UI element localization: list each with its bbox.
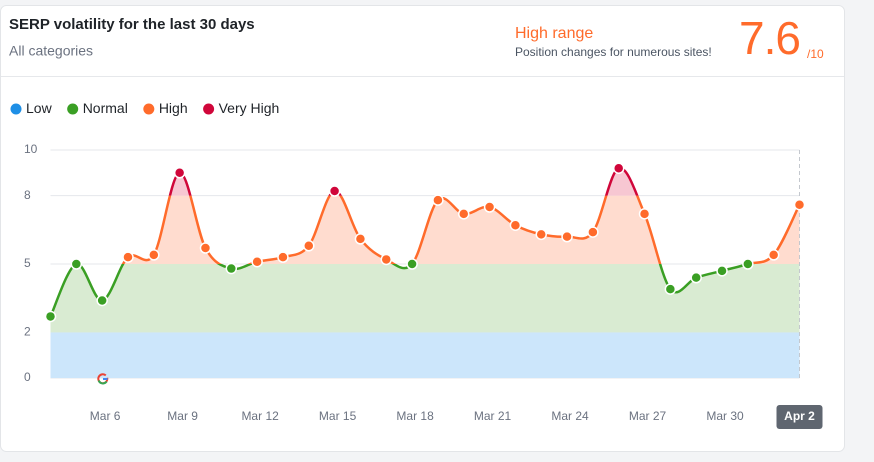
data-point — [535, 228, 547, 241]
data-point — [380, 253, 393, 266]
data-point — [96, 294, 108, 307]
legend-label: High — [159, 100, 188, 116]
x-tick-label: Mar 18 — [396, 409, 434, 423]
chart-title: SERP volatility for the last 30 days — [9, 16, 255, 33]
x-tick-label: Mar 9 — [167, 409, 198, 423]
x-tick-label: Mar 27 — [629, 409, 667, 423]
y-tick-label: 5 — [24, 256, 31, 270]
legend-marker — [203, 103, 215, 115]
legend-marker — [143, 103, 155, 115]
data-point — [277, 251, 289, 263]
data-point — [612, 162, 625, 174]
score-max: /10 — [807, 47, 824, 61]
card — [0, 5, 845, 452]
chart-subtitle: All categories — [9, 43, 93, 59]
volatility-line — [74, 195, 801, 265]
data-point — [561, 230, 573, 243]
data-point — [793, 198, 806, 211]
band-area — [50, 264, 800, 333]
data-point — [44, 310, 57, 323]
legend-label: Normal — [83, 100, 128, 116]
range-note: Position changes for numerous sites! — [515, 45, 712, 59]
data-point — [509, 219, 522, 231]
y-tick-label: 8 — [24, 188, 31, 202]
data-point — [303, 240, 315, 252]
data-point — [251, 255, 263, 268]
data-point — [742, 258, 754, 270]
data-point — [354, 233, 367, 245]
x-tick-highlight — [776, 405, 823, 429]
data-point — [690, 271, 702, 284]
google-icon — [97, 373, 109, 385]
data-point — [483, 201, 496, 213]
y-tick-label: 10 — [24, 142, 38, 156]
legend-label: Very High — [219, 100, 280, 116]
y-tick-label: 2 — [24, 325, 31, 339]
range-label: High range — [515, 25, 593, 42]
x-tick-label: Mar 12 — [241, 409, 279, 423]
score: 7.6 — [739, 12, 800, 64]
legend-label: Low — [26, 100, 53, 116]
band-area — [50, 332, 800, 378]
data-point — [328, 185, 341, 197]
data-point — [173, 167, 186, 179]
data-point — [148, 249, 160, 261]
data-point — [716, 265, 728, 277]
data-point — [432, 194, 444, 206]
data-point — [457, 208, 470, 220]
data-point — [70, 258, 83, 270]
data-point — [122, 251, 134, 263]
legend-marker — [10, 103, 22, 115]
band-area — [76, 195, 800, 265]
y-tick-label: 0 — [24, 370, 31, 384]
data-point — [406, 258, 418, 270]
data-point — [587, 226, 599, 238]
x-tick-label: Mar 24 — [551, 409, 589, 423]
data-point — [638, 208, 651, 220]
x-tick-label: Apr 2 — [784, 409, 815, 423]
data-point — [664, 283, 677, 295]
x-tick-label: Mar 15 — [319, 409, 357, 423]
legend-marker — [67, 103, 79, 115]
x-tick-label: Mar 30 — [706, 409, 744, 423]
plot-area: 0 2 5 8 10 Mar 6 Mar 9 Mar 12 Mar 15 Mar 18 Mar 21… — [24, 142, 823, 429]
x-tick-label: Mar 6 — [90, 409, 121, 423]
x-tick-label: Mar 21 — [474, 409, 512, 423]
legend: Low Normal High Very High — [10, 100, 280, 116]
data-point — [225, 262, 238, 275]
data-point — [199, 242, 212, 254]
data-point — [767, 249, 780, 261]
